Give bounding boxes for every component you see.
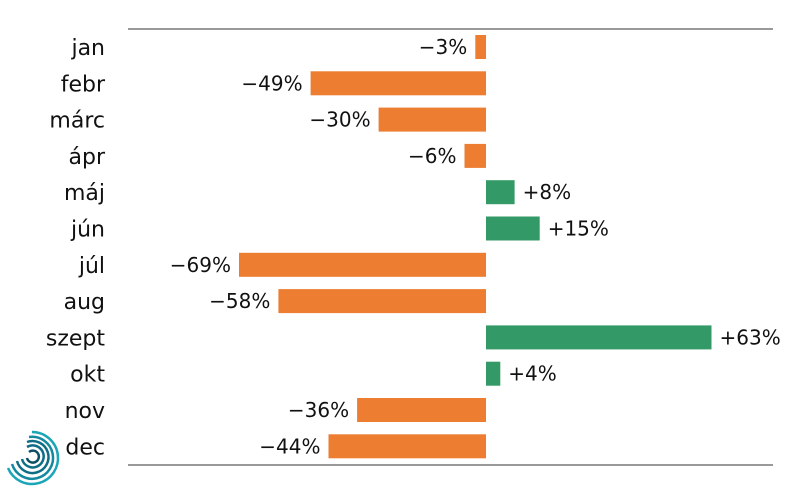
data-label: −6%: [408, 144, 457, 168]
data-label: −30%: [309, 108, 370, 132]
data-label: −49%: [241, 71, 302, 95]
category-label: márc: [49, 109, 105, 134]
bar-nov: [357, 398, 486, 422]
category-label: dec: [65, 435, 105, 460]
category-label: aug: [64, 290, 105, 315]
bar-jan: [475, 35, 486, 59]
category-labels: jan febr márc ápr máj jún júl aug szept okt nov dec: [46, 36, 106, 460]
bar-júl: [239, 252, 486, 277]
bar-szept: [486, 325, 712, 350]
data-label: +4%: [508, 362, 557, 386]
bar-aug: [278, 289, 486, 314]
bar-group: [239, 35, 712, 459]
data-label: −44%: [259, 434, 320, 458]
data-label: −3%: [419, 35, 468, 59]
category-label: okt: [70, 363, 105, 388]
bar-jún: [486, 216, 540, 241]
bar-márc: [378, 107, 486, 132]
data-label: −36%: [288, 398, 349, 422]
data-label: +15%: [548, 217, 609, 241]
bar-máj: [486, 180, 515, 205]
value-labels: −3% −49% −30% −6% +8% +15% −69% −58% +63% +4% −36%…: [170, 35, 781, 458]
data-label: +8%: [523, 180, 572, 204]
category-label: szept: [46, 326, 106, 351]
category-label: júl: [78, 254, 105, 279]
bar-okt: [486, 361, 501, 386]
data-label: −69%: [170, 253, 231, 277]
data-label: +63%: [720, 325, 781, 349]
category-label: febr: [61, 72, 106, 97]
bar-ápr: [464, 143, 486, 168]
category-label: nov: [65, 399, 105, 424]
category-label: jan: [70, 36, 105, 61]
bar-febr: [310, 71, 486, 96]
data-label: −58%: [209, 289, 270, 313]
category-label: máj: [64, 181, 105, 206]
category-label: jún: [70, 218, 105, 243]
spiral-logo-icon: [6, 430, 60, 486]
bar-dec: [328, 434, 486, 459]
category-label: ápr: [69, 145, 106, 170]
